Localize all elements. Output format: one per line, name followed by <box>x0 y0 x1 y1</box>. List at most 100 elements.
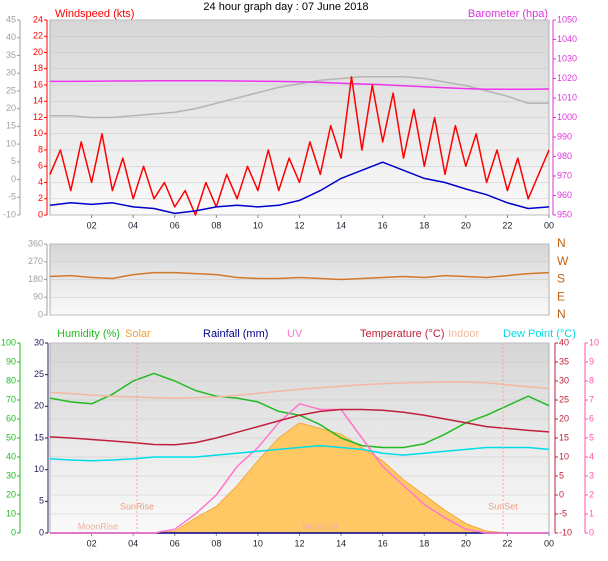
y-tick-label: 180 <box>28 274 43 284</box>
y-tick-label: 80 <box>6 375 16 385</box>
y2-tick-label: 970 <box>557 170 572 180</box>
y2-tick-label: 35 <box>559 356 569 366</box>
y3-tick-label: 10 <box>34 464 44 474</box>
y-tick-label: 18 <box>33 63 43 73</box>
x-tick-label: 18 <box>419 220 429 230</box>
y2-tick-label: -5 <box>559 508 567 518</box>
x-tick-label: 14 <box>336 220 346 230</box>
y4-tick-label: 9 <box>589 356 594 366</box>
y3-tick-label: 0 <box>11 174 16 184</box>
y4-tick-label: 7 <box>589 394 594 404</box>
y2-tick-label: W <box>557 254 569 268</box>
y3-tick-label: 15 <box>34 432 44 442</box>
y4-tick-label: 8 <box>589 375 594 385</box>
y2-tick-label: 25 <box>559 394 569 404</box>
x-tick-label: 08 <box>211 538 221 548</box>
x-tick-label: 12 <box>294 538 304 548</box>
legend-label: Humidity (%) <box>57 328 120 340</box>
legend-label: Rainfall (mm) <box>203 328 268 340</box>
x-tick-label: 20 <box>461 538 471 548</box>
legend-label: Temperature (°C) <box>360 328 444 340</box>
x-tick-label: 06 <box>170 538 180 548</box>
x-tick-label: 22 <box>502 220 512 230</box>
x-tick-label: 14 <box>336 538 346 548</box>
x-tick-label: 02 <box>87 220 97 230</box>
y-tick-label: 20 <box>6 489 16 499</box>
y2-tick-label: S <box>557 272 565 286</box>
x-tick-label: 10 <box>253 220 263 230</box>
line <box>49 161 550 215</box>
y-tick-label: 6 <box>38 161 43 171</box>
chart-title: 24 hour graph day : 07 June 2018 <box>203 1 368 13</box>
y4-tick-label: 6 <box>589 413 594 423</box>
y-tick-label: 50 <box>6 432 16 442</box>
y-tick-label: 2 <box>38 193 43 203</box>
y3-tick-label: 15 <box>6 121 16 131</box>
y2-tick-label: 40 <box>559 337 569 347</box>
y3-tick-label: 30 <box>34 337 44 347</box>
x-tick-label: 00 <box>544 220 554 230</box>
y3-tick-label: 0 <box>39 527 44 537</box>
y2-tick-label: 980 <box>557 151 572 161</box>
y2-tick-label: 15 <box>559 432 569 442</box>
x-tick-label: 20 <box>461 220 471 230</box>
legend-label: Dew Point (°C) <box>503 328 576 340</box>
y-tick-label: 14 <box>33 96 43 106</box>
line <box>50 403 549 534</box>
y2-tick-label: 20 <box>559 413 569 423</box>
y2-tick-label: 1020 <box>557 73 577 83</box>
y-axis-label: Windspeed (kts) <box>55 8 134 20</box>
y2-tick-label: N <box>557 307 566 321</box>
x-tick-label: 04 <box>128 538 138 548</box>
line <box>49 381 550 399</box>
y-tick-label: 60 <box>6 413 16 423</box>
y2-tick-label: E <box>557 289 565 303</box>
y4-tick-label: 5 <box>589 432 594 442</box>
y2-tick-label: 1040 <box>557 34 577 44</box>
x-tick-label: 02 <box>87 538 97 548</box>
y3-tick-label: 20 <box>6 103 16 113</box>
y-tick-label: 22 <box>33 31 43 41</box>
y3-tick-label: 40 <box>6 32 16 42</box>
y-tick-label: 40 <box>6 451 16 461</box>
y2-axis-label: Barometer (hpa) <box>468 8 548 20</box>
annotation: MoonRise <box>78 521 119 531</box>
y-tick-label: 70 <box>6 394 16 404</box>
annotation: MoonSet <box>302 521 339 531</box>
y-tick-label: 8 <box>38 144 43 154</box>
line <box>50 80 550 90</box>
legend-label: Solar <box>125 328 151 340</box>
y3-tick-label: -5 <box>8 192 16 202</box>
y3-tick-label: 45 <box>6 14 16 24</box>
y-tick-label: 16 <box>33 79 43 89</box>
y-tick-label: 0 <box>38 309 43 319</box>
y-tick-label: 24 <box>33 14 43 24</box>
y-tick-label: 100 <box>1 337 16 347</box>
y2-tick-label: -10 <box>559 527 572 537</box>
y3-tick-label: 5 <box>39 496 44 506</box>
line <box>49 408 550 446</box>
x-tick-label: 16 <box>378 538 388 548</box>
y-tick-label: 270 <box>28 256 43 266</box>
legend-label: UV <box>287 328 303 340</box>
line <box>49 76 550 216</box>
y2-tick-label: 1030 <box>557 53 577 63</box>
x-tick-label: 06 <box>170 220 180 230</box>
x-tick-label: 04 <box>128 220 138 230</box>
y2-tick-label: 30 <box>559 375 569 385</box>
legend-label: Indoor <box>448 328 480 340</box>
x-tick-label: 22 <box>502 538 512 548</box>
y4-tick-label: 1 <box>589 508 594 518</box>
y-tick-label: 0 <box>38 209 43 219</box>
y-tick-label: 90 <box>6 356 16 366</box>
y2-tick-label: 5 <box>559 470 564 480</box>
y3-tick-label: 25 <box>34 369 44 379</box>
y-tick-label: 0 <box>11 527 16 537</box>
x-tick-label: 00 <box>544 538 554 548</box>
y2-tick-label: 1000 <box>557 112 577 122</box>
y3-tick-label: 30 <box>6 68 16 78</box>
y2-tick-label: 960 <box>557 190 572 200</box>
y3-tick-label: 25 <box>6 85 16 95</box>
y-tick-label: 4 <box>38 177 43 187</box>
